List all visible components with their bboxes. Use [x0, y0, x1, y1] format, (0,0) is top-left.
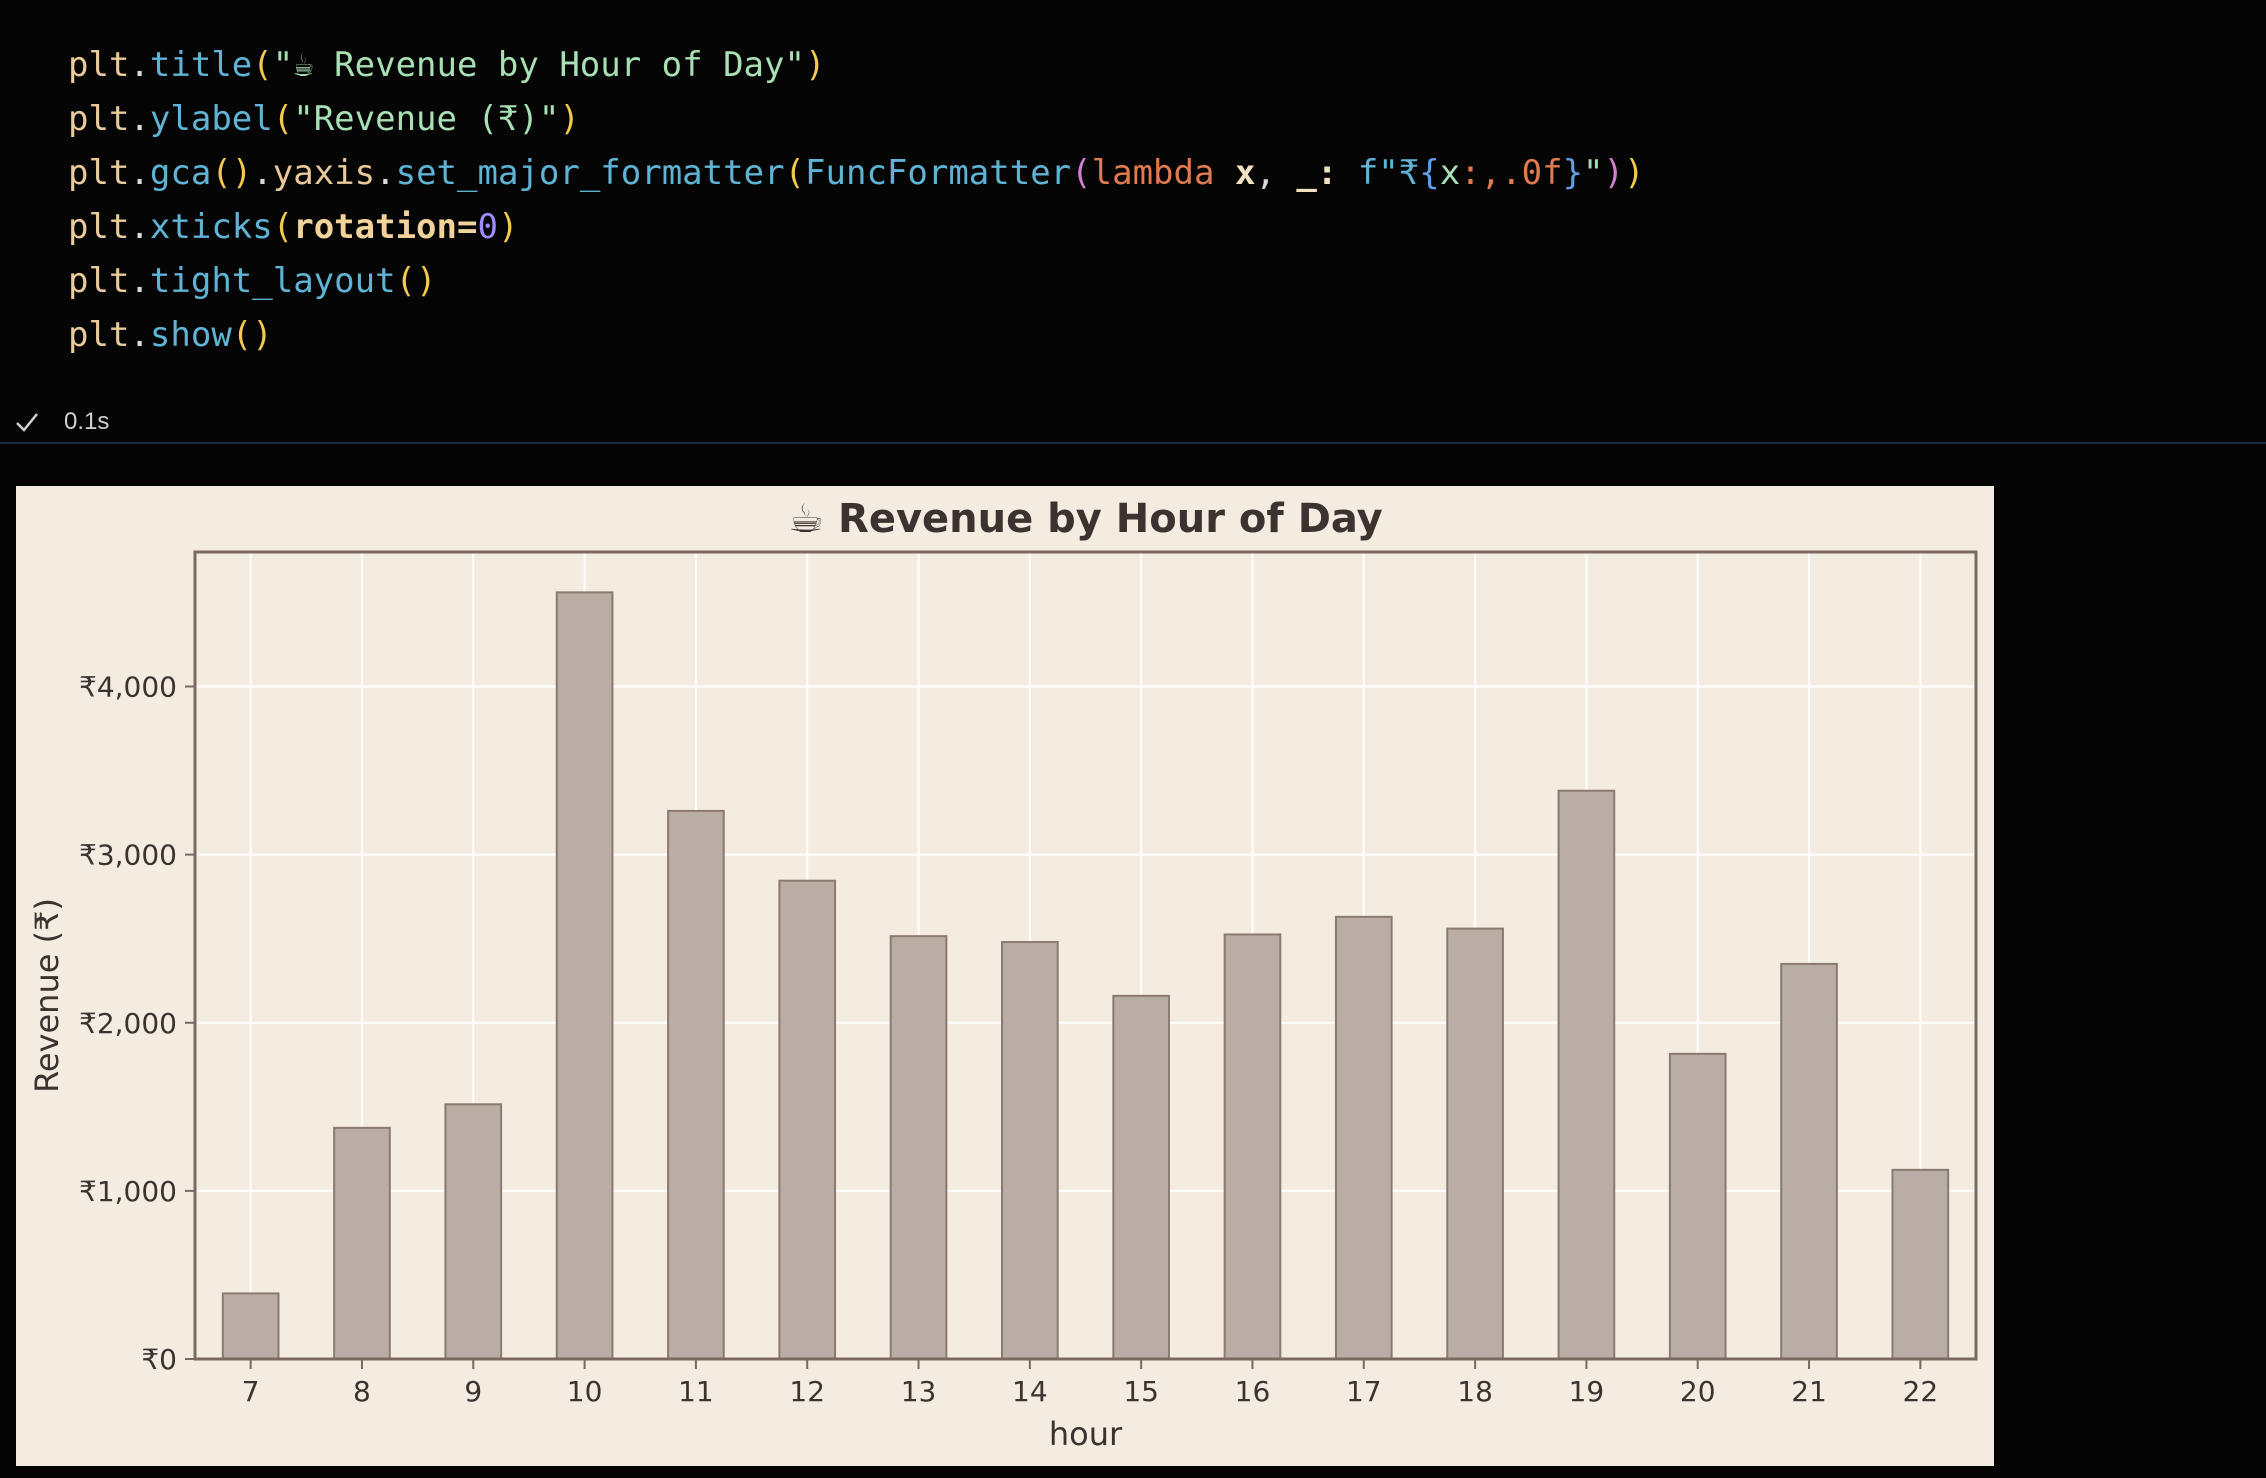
x-tick-label: 14 [1012, 1375, 1048, 1408]
code-token: yaxis [272, 153, 376, 193]
x-tick-label: 9 [464, 1375, 482, 1408]
bar-hour-7 [221, 1292, 280, 1361]
code-line-4[interactable]: plt.xticks(rotation=0) [68, 207, 519, 247]
code-token: f"₹ [1357, 153, 1420, 193]
bar-chart: ₹0 ₹1,000 ₹2,000 ₹3,000 ₹4,000 7 8 9 10 11 12 13 14 1… [28, 496, 1978, 1453]
x-tick-label: 16 [1235, 1375, 1271, 1408]
code-token: set_major_formatter [395, 153, 785, 193]
cell-output: ₹0 ₹1,000 ₹2,000 ₹3,000 ₹4,000 7 8 9 10 11 12 13 14 1… [16, 486, 1994, 1466]
y-tick-label: ₹0 [141, 1343, 177, 1376]
bar-hour-13 [889, 935, 948, 1360]
bar-hour-20 [1668, 1052, 1727, 1361]
cell-divider [0, 442, 2266, 444]
code-token: ylabel [149, 99, 273, 139]
bar-hour-12 [778, 879, 837, 1360]
code-token: xticks [149, 207, 273, 247]
code-token: " [1583, 153, 1604, 193]
code-token: plt [68, 207, 130, 247]
code-token: :,.0f [1460, 153, 1563, 193]
x-axis-label: hour [1049, 1415, 1123, 1453]
execution-duration: 0.1s [64, 408, 110, 435]
y-tick-label: ₹2,000 [79, 1007, 177, 1040]
x-tick-label: 21 [1791, 1375, 1827, 1408]
code-line-3[interactable]: plt.gca().yaxis.set_major_formatter(Func… [68, 153, 1645, 193]
checkmark-icon [16, 413, 38, 432]
bar-hour-19 [1557, 789, 1616, 1360]
code-token: lambda [1091, 153, 1215, 193]
code-token: plt [68, 261, 130, 301]
bar-hour-8 [333, 1126, 391, 1360]
code-line-6[interactable]: plt.show() [68, 315, 273, 355]
x-tick-label: 18 [1457, 1375, 1493, 1408]
bar-hour-14 [1001, 941, 1059, 1360]
bar-hour-18 [1446, 927, 1504, 1360]
code-token: x [1234, 153, 1256, 193]
chart-title: ☕ Revenue by Hour of Day [788, 496, 1383, 542]
x-tick-label: 20 [1680, 1375, 1716, 1408]
y-tick-label: ₹1,000 [79, 1175, 177, 1208]
x-tick-label: 8 [353, 1375, 371, 1408]
bar-hour-22 [1891, 1168, 1950, 1360]
y-axis-label: Revenue (₹) [28, 898, 66, 1093]
code-token: gca [149, 153, 212, 193]
code-token: x [1439, 153, 1461, 193]
code-token: rotation [293, 207, 457, 247]
code-line-2[interactable]: plt.ylabel("Revenue (₹)") [68, 99, 580, 139]
bar-hour-21 [1780, 962, 1838, 1360]
bar-hour-11 [667, 809, 725, 1361]
y-tick-label: ₹3,000 [79, 839, 177, 872]
code-token: tight_layout [149, 261, 396, 301]
code-token: title [149, 45, 253, 85]
execution-status: 0.1s [14, 404, 109, 440]
bar-hour-9 [444, 1103, 503, 1361]
code-line-5[interactable]: plt.tight_layout() [68, 261, 437, 301]
axis-ticks: ₹0 ₹1,000 ₹2,000 ₹3,000 ₹4,000 7 8 9 10 11 12 13 14 1… [79, 671, 1938, 1409]
bar-hour-17 [1334, 915, 1393, 1360]
bars [221, 591, 1950, 1361]
code-cell[interactable]: plt.title("☕ Revenue by Hour of Day") pl… [0, 0, 2266, 380]
code-token: plt [68, 153, 130, 193]
code-token: plt [68, 45, 130, 85]
x-tick-label: 12 [789, 1375, 825, 1408]
code-token: show [149, 315, 232, 355]
code-token: plt [68, 315, 130, 355]
bar-hour-15 [1112, 994, 1170, 1360]
x-tick-label: 7 [242, 1375, 260, 1408]
x-tick-label: 10 [567, 1375, 603, 1408]
code-token: "☕ Revenue by Hour of Day" [272, 45, 805, 85]
code-line-1[interactable]: plt.title("☕ Revenue by Hour of Day") [68, 45, 826, 85]
x-tick-label: 15 [1123, 1375, 1159, 1408]
code-token: plt [68, 99, 130, 139]
bar-hour-16 [1223, 933, 1282, 1360]
x-tick-label: 19 [1569, 1375, 1605, 1408]
code-token: FuncFormatter [805, 153, 1072, 193]
x-tick-label: 13 [901, 1375, 937, 1408]
code-token: 0 [477, 207, 498, 247]
x-tick-label: 17 [1346, 1375, 1382, 1408]
y-tick-label: ₹4,000 [79, 671, 177, 704]
x-tick-label: 22 [1903, 1375, 1939, 1408]
code-token: _ [1296, 153, 1317, 193]
bar-hour-10 [555, 591, 614, 1361]
code-token: "Revenue (₹)" [293, 99, 560, 139]
x-tick-label: 11 [678, 1375, 714, 1408]
plot-frame [193, 550, 1978, 1361]
